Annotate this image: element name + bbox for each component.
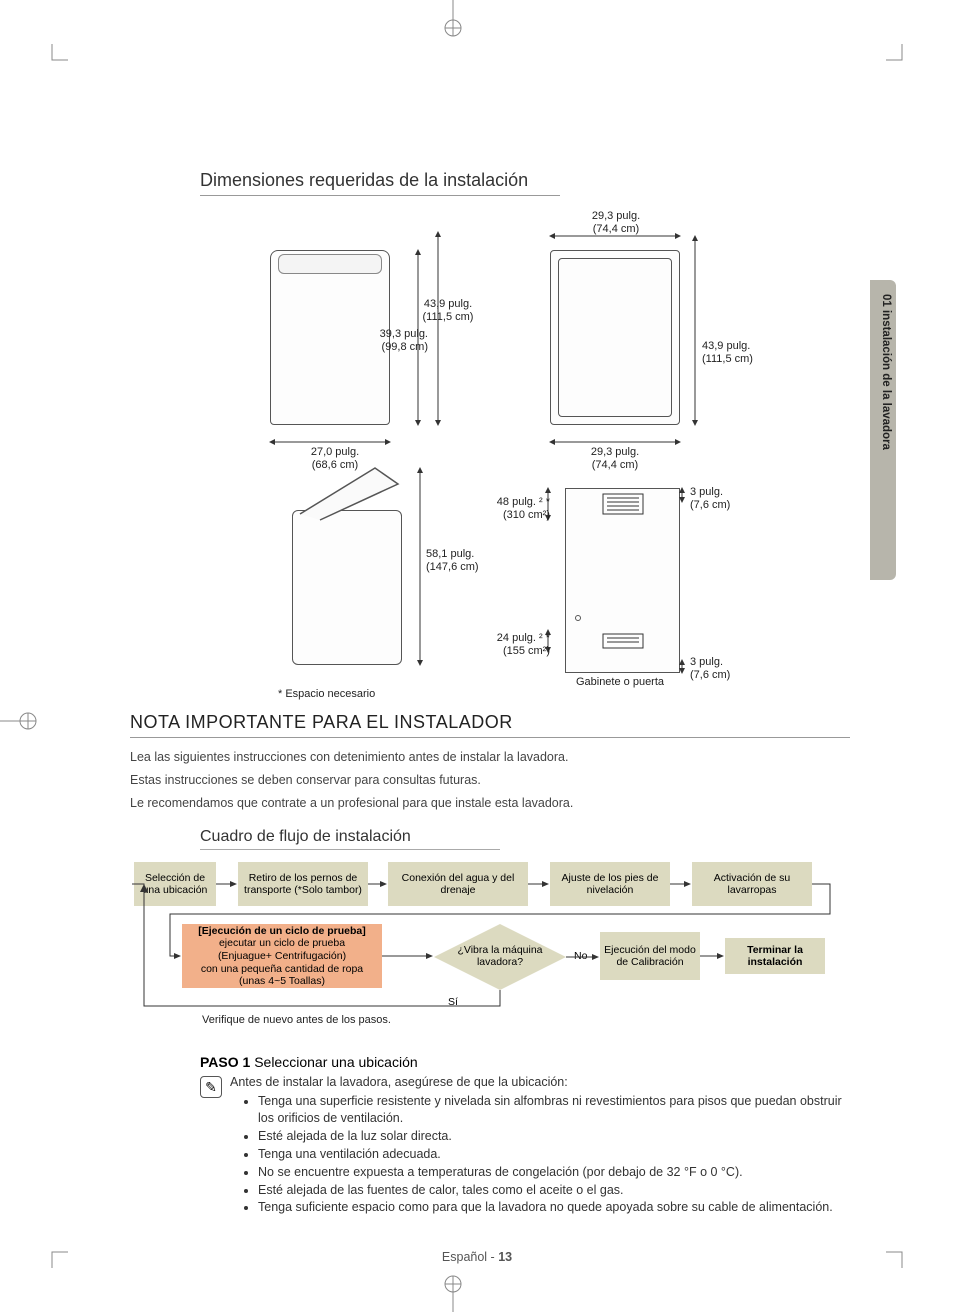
- intro-line-3: Le recomendamos que contrate a un profes…: [130, 794, 850, 813]
- page-footer: Español - 13: [0, 1250, 954, 1264]
- step1-title: PASO 1 Seleccionar una ubicación: [200, 1054, 850, 1070]
- step1-body: Antes de instalar la lavadora, asegúrese…: [230, 1074, 850, 1216]
- side-tab-label: 01 instalación de la lavadora: [880, 294, 892, 450]
- bullet-3: Tenga una ventilación adecuada.: [258, 1146, 850, 1163]
- bullet-5: Esté alejada de las fuentes de calor, ta…: [258, 1182, 850, 1199]
- note-icon: ✎: [200, 1076, 222, 1098]
- bullet-6: Tenga suficiente espacio como para que l…: [258, 1199, 850, 1216]
- intro-line-2: Estas instrucciones se deben conservar p…: [130, 771, 850, 790]
- intro-line-1: Lea las siguientes instrucciones con det…: [130, 748, 850, 767]
- dimension-diagram: 29,3 pulg.(74,4 cm) 43,9 pulg.(111,5 cm)…: [130, 210, 830, 700]
- section-title-dimensions: Dimensiones requeridas de la instalación: [200, 170, 560, 196]
- bullet-1: Tenga una superficie resistente y nivela…: [258, 1093, 850, 1127]
- bullet-4: No se encuentre expuesta a temperaturas …: [258, 1164, 850, 1181]
- bullet-2: Esté alejada de la luz solar directa.: [258, 1128, 850, 1145]
- footnote: * Espacio necesario: [278, 688, 375, 700]
- installation-flowchart: Selección de una ubicación Retiro de los…: [130, 862, 850, 1042]
- flowchart-heading: Cuadro de flujo de instalación: [200, 828, 500, 850]
- main-heading: NOTA IMPORTANTE PARA EL INSTALADOR: [130, 712, 850, 738]
